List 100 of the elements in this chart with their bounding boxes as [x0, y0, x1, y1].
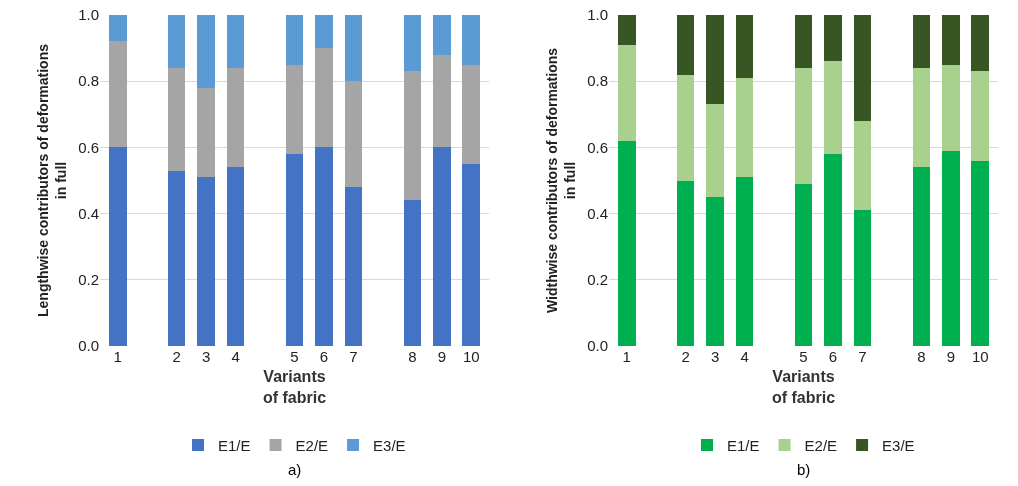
legend-label: E1/E: [218, 436, 251, 454]
bar: [226, 67, 245, 168]
x-tick-label: 6: [828, 348, 838, 365]
x-tick-label: 8: [917, 348, 926, 365]
bar: [853, 210, 872, 346]
text: b): [797, 461, 811, 478]
y-tick-label: 1.0: [78, 6, 99, 24]
bar: [315, 147, 333, 346]
text: a): [288, 461, 302, 478]
x-tick-label: 6: [319, 348, 329, 365]
bar: [462, 64, 481, 164]
y-axis-title: Lengthwise contributors of deformations in full: [34, 43, 69, 318]
bar: [735, 77, 754, 178]
bar: [285, 15, 304, 65]
bar: [853, 15, 872, 121]
legend-label: E3/E: [882, 436, 915, 454]
legend-label: E3/E: [373, 436, 406, 454]
x-tick-label: 10: [462, 348, 480, 365]
x-tick-label: 5: [799, 348, 808, 365]
bar: [735, 15, 754, 78]
bar: [403, 15, 422, 72]
bar: [735, 177, 754, 346]
bar: [462, 163, 481, 346]
x-tick-label: 4: [740, 348, 749, 365]
x-tick-label: 1: [622, 348, 631, 365]
y-tick-label: 0.6: [78, 138, 99, 156]
bar: [433, 15, 451, 55]
bar: [824, 61, 842, 155]
y-tick-label: 0.2: [78, 271, 99, 289]
bar: [403, 200, 422, 346]
bar: [108, 147, 127, 346]
bar: [344, 187, 363, 346]
bar: [676, 15, 695, 75]
x-tick-label: 1: [113, 348, 122, 365]
bar: [971, 160, 990, 346]
bar: [706, 104, 724, 198]
bar: [197, 15, 215, 88]
y-axis-title: Widthwise contributors of deformations in full: [543, 47, 578, 314]
bar: [285, 154, 304, 346]
bar: [108, 41, 127, 148]
bar: [794, 67, 813, 184]
x-tick-label: 7: [349, 348, 358, 365]
y-tick-label: 0.8: [587, 72, 608, 90]
y-tick-label: 0.0: [587, 337, 608, 355]
bar: [824, 154, 842, 346]
x-tick-label: 5: [290, 348, 299, 365]
x-tick-label: 2: [681, 348, 690, 365]
bar: [824, 15, 842, 62]
bar: [344, 81, 363, 188]
bar: [794, 183, 813, 346]
bar: [226, 15, 245, 68]
x-tick-label: 3: [710, 348, 720, 365]
x-tick-label: 2: [172, 348, 181, 365]
bar: [197, 87, 215, 178]
x-tick-label: 9: [437, 348, 447, 365]
bar: [315, 15, 333, 49]
bar: [676, 180, 695, 346]
bar: [853, 120, 872, 211]
x-axis-title: Variants of fabric: [771, 367, 836, 406]
bar: [167, 170, 186, 346]
bar: [912, 167, 931, 346]
bar: [942, 150, 960, 346]
x-tick-label: 4: [231, 348, 240, 365]
bar: [617, 15, 636, 45]
x-tick-label: 9: [946, 348, 956, 365]
legend-label: E2/E: [804, 436, 838, 454]
bar: [108, 15, 127, 42]
y-tick-label: 1.0: [587, 6, 608, 24]
x-axis-title: Variants of fabric: [262, 367, 327, 406]
bar: [912, 15, 931, 68]
bar: [706, 15, 724, 105]
bar: [433, 147, 451, 346]
bar: [344, 15, 363, 82]
bar: [617, 44, 636, 141]
bar: [676, 74, 695, 181]
bar: [315, 48, 333, 148]
bar: [706, 197, 724, 346]
bar: [433, 54, 451, 148]
bar: [197, 177, 215, 346]
legend-label: E1/E: [727, 436, 760, 454]
y-tick-label: 0.8: [78, 72, 99, 90]
y-tick-label: 0.0: [78, 337, 99, 355]
x-tick-label: 10: [971, 348, 989, 365]
bar: [942, 64, 960, 151]
bar: [226, 167, 245, 346]
bar: [912, 67, 931, 168]
bar: [971, 15, 990, 72]
x-tick-label: 3: [201, 348, 211, 365]
bar: [942, 15, 960, 65]
x-tick-label: 8: [408, 348, 417, 365]
bar: [285, 64, 304, 155]
bar: [617, 140, 636, 346]
bar: [167, 15, 186, 68]
bar: [971, 71, 990, 161]
y-tick-label: 0.4: [78, 204, 99, 222]
y-tick-label: 0.2: [587, 271, 608, 289]
y-tick-label: 0.6: [587, 138, 608, 156]
bar: [167, 67, 186, 171]
legend-label: E2/E: [295, 436, 329, 454]
bar: [462, 15, 481, 65]
